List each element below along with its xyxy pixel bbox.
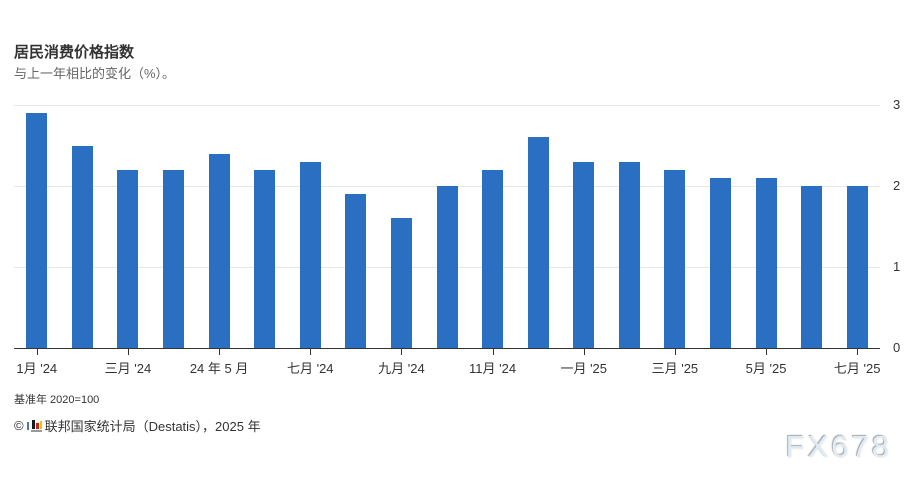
x-tick-label: 24 年 5 月 [189,361,249,376]
x-axis-tick [583,349,585,355]
x-axis-tick [674,349,676,355]
x-axis-tick [401,349,403,355]
x-axis-tick [857,349,859,355]
chart-title: 居民消费价格指数 [14,44,135,61]
fx678-watermark: FX678 [785,429,892,464]
x-axis-tick [492,349,494,355]
bar[interactable] [390,218,412,348]
bar[interactable] [345,194,367,348]
bar[interactable] [254,169,276,348]
bar[interactable] [436,186,458,348]
bar[interactable] [26,113,48,348]
credit-line: © 联邦国家统计局（Destatis），2025 年 [14,416,261,435]
credit-text: 联邦国家统计局（Destatis），2025 年 [44,419,261,434]
bar[interactable] [709,177,731,348]
x-tick-label: 一月 '25 [560,361,608,376]
bar[interactable] [299,161,321,348]
gridline [14,105,880,106]
bar[interactable] [117,169,139,348]
baseline-note: 基准年 2020=100 [14,394,100,406]
bar[interactable] [573,161,595,348]
bar[interactable] [618,161,640,348]
x-tick-label: 七月 '24 [286,361,334,376]
bar[interactable] [208,153,230,348]
y-tick-label: 3 [893,97,901,112]
bar[interactable] [664,169,686,348]
chart-subtitle: 与上一年相比的变化（%）。 [14,66,176,81]
bar[interactable] [163,169,185,348]
bar[interactable] [482,169,504,348]
x-tick-label: 1月 '24 [16,361,58,376]
x-axis-tick [127,349,129,355]
bar[interactable] [527,137,549,348]
x-tick-label: 三月 '24 [104,361,152,376]
y-tick-label: 0 [893,340,901,355]
x-axis-tick [36,349,38,355]
bar[interactable] [71,145,93,348]
y-axis-labels: 0 1 2 3 [890,97,917,355]
x-tick-label: 5月 '25 [745,361,787,376]
x-tick-label: 11月 '24 [469,361,517,376]
x-axis-tick [219,349,221,355]
bar[interactable] [801,186,823,348]
x-tick-label: 七月 '25 [833,361,881,376]
x-axis-tick [766,349,768,355]
plot-area: 1月 '24 三月 '24 24 年 5 月 七月 '24 九月 '24 11月 '24 一… [14,105,880,376]
destatis-chart-icon [26,419,42,432]
y-tick-label: 1 [893,259,901,274]
x-tick-label: 九月 '24 [378,361,425,376]
context-menu-button[interactable] [876,46,902,70]
bar[interactable] [755,177,777,348]
y-tick-label: 2 [893,178,901,193]
copyright-symbol: © [14,418,24,433]
bar[interactable] [846,186,868,348]
x-axis-tick [310,349,312,355]
x-tick-label: 三月 '25 [651,361,699,376]
